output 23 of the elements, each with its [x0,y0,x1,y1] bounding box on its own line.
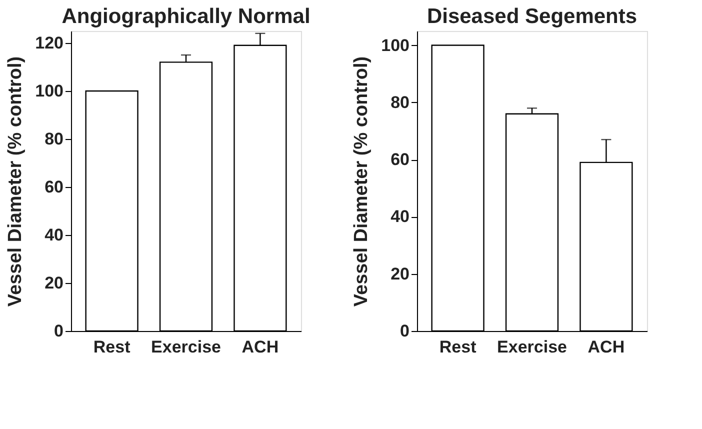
x-tick-label: Rest [439,338,477,356]
x-tick-label: Exercise [497,338,567,356]
y-tick-label: 60 [44,178,64,196]
y-tick-label: 40 [44,226,64,244]
y-tick-label: 80 [44,130,64,148]
y-axis-title: Vessel Diameter (% control) [351,56,372,307]
y-tick-label: 40 [390,207,410,226]
y-tick-label: 80 [390,92,410,112]
x-tick-label: ACH [242,338,279,356]
chart-title: Diseased Segements [426,5,638,28]
y-tick-label: 120 [35,34,64,52]
y-tick-label: 100 [35,82,64,100]
x-tick-label: Exercise [151,338,221,356]
y-tick-label: 20 [44,274,64,292]
x-tick-label: ACH [588,338,625,356]
y-tick-label: 0 [54,322,64,340]
y-tick-label: 0 [400,322,410,340]
y-tick-label: 100 [381,36,410,55]
y-tick-label: 20 [390,264,410,284]
x-tick-label: Rest [93,338,131,356]
chart-title: Angiographically Normal [62,5,310,28]
y-axis-title: Vessel Diameter (% control) [5,56,26,307]
y-tick-label: 60 [390,150,410,170]
